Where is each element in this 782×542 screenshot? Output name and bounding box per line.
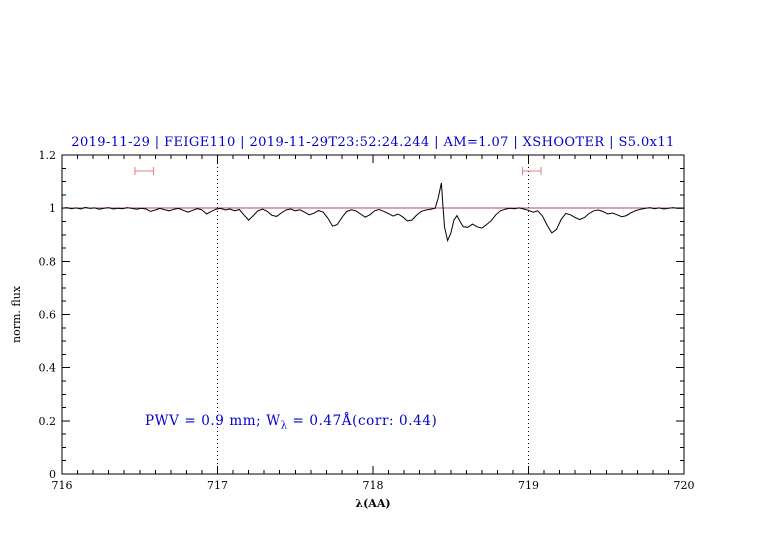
x-tick-label: 716 — [52, 479, 73, 492]
plot-title: 2019-11-29 | FEIGE110 | 2019-11-29T23:52… — [71, 135, 675, 150]
x-tick-label: 720 — [674, 479, 695, 492]
pwv-annotation: PWV = 0.9 mm; Wλ = 0.47Å(corr: 0.44) — [145, 413, 437, 432]
x-axis-label: λ(AA) — [355, 497, 390, 510]
y-tick-label: 0.4 — [39, 362, 57, 375]
pwv-annotation-suffix: = 0.47Å(corr: 0.44) — [287, 413, 438, 429]
y-tick-label: 1 — [49, 202, 56, 215]
y-tick-label: 1.2 — [39, 149, 57, 162]
y-tick-label: 0.2 — [39, 415, 57, 428]
y-axis-label: norm. flux — [10, 285, 23, 343]
x-tick-label: 717 — [207, 479, 228, 492]
x-tick-label: 718 — [363, 479, 384, 492]
y-tick-label: 0 — [49, 468, 56, 481]
spectrum-line — [61, 182, 685, 243]
y-tick-label: 0.8 — [39, 255, 57, 268]
pwv-annotation-prefix: PWV = 0.9 mm; W — [145, 413, 281, 429]
x-tick-label: 719 — [518, 479, 539, 492]
pwv-annotation-subscript: λ — [280, 420, 288, 432]
y-tick-label: 0.6 — [39, 309, 57, 322]
